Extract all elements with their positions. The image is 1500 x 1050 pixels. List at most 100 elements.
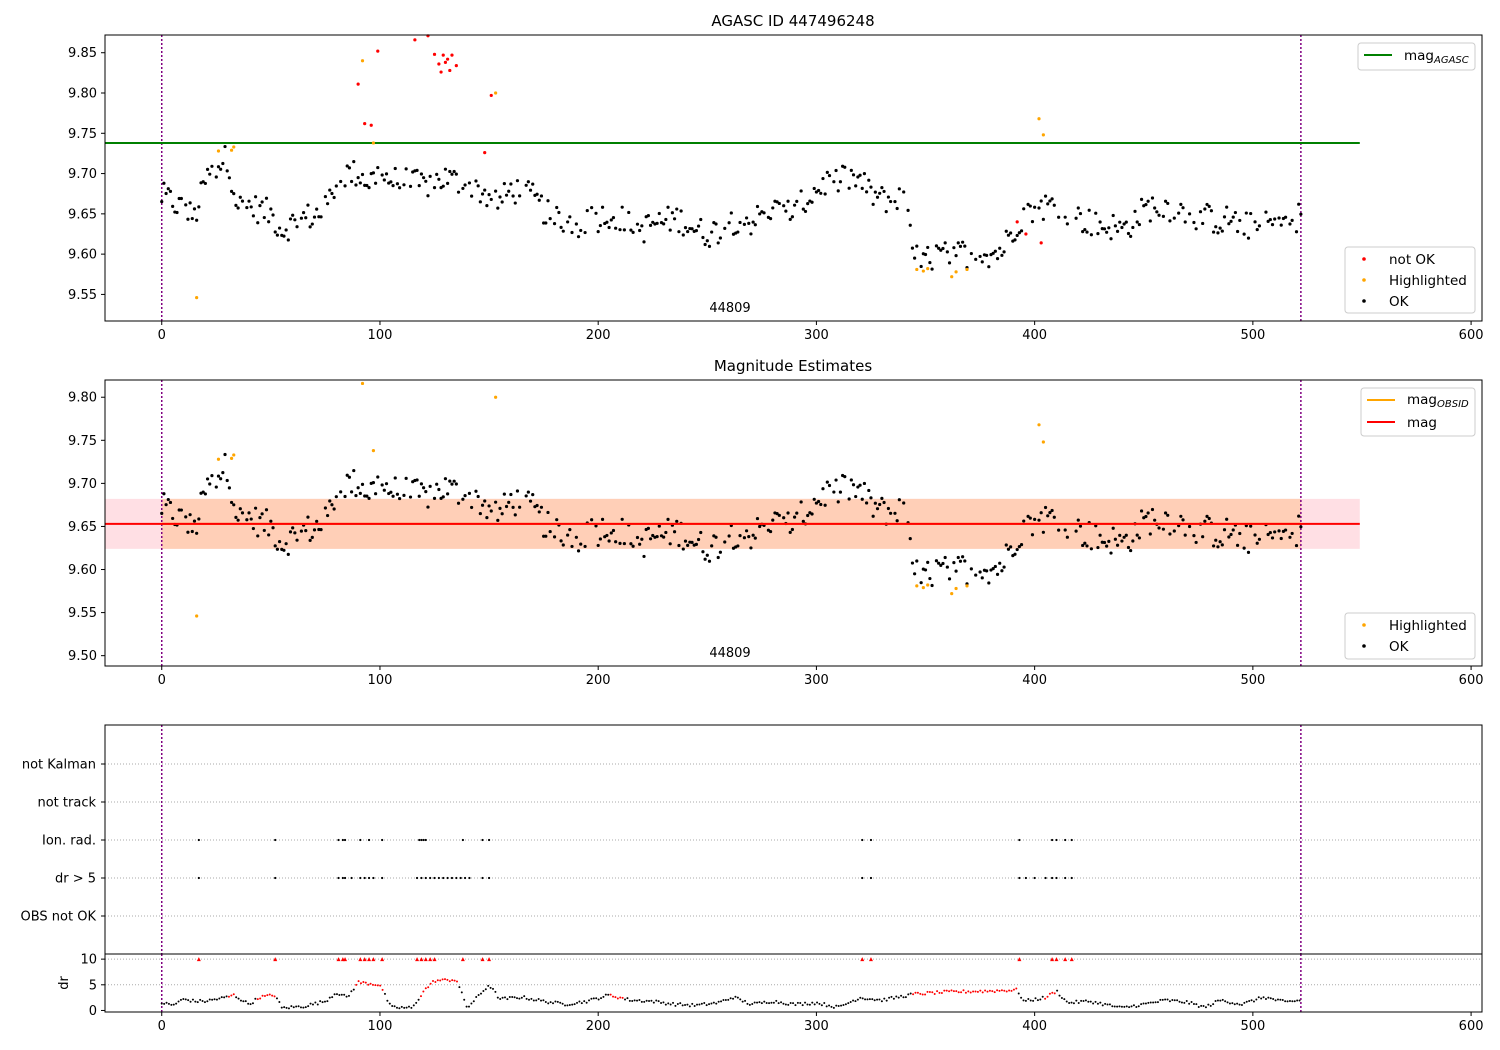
dr-point bbox=[381, 988, 384, 991]
ok-point bbox=[365, 494, 369, 498]
ok-point bbox=[1046, 514, 1050, 518]
ok-point bbox=[349, 490, 354, 494]
ok-point bbox=[1297, 514, 1301, 518]
dr-point bbox=[866, 998, 869, 1001]
dr-point bbox=[501, 996, 504, 999]
ok-point bbox=[1205, 514, 1209, 518]
ok-point bbox=[701, 550, 705, 554]
ok-point bbox=[208, 482, 212, 486]
ok-point bbox=[360, 172, 365, 177]
ok-point bbox=[657, 211, 661, 216]
ok-point bbox=[192, 207, 197, 211]
ok-point bbox=[288, 217, 293, 221]
ok-point bbox=[902, 190, 906, 194]
ok-point bbox=[452, 479, 456, 483]
ok-point bbox=[1198, 210, 1203, 214]
ok-point bbox=[963, 559, 967, 563]
dr-point bbox=[1188, 1002, 1191, 1005]
ok-point bbox=[526, 490, 530, 494]
dr-point bbox=[280, 1006, 283, 1009]
ok-point bbox=[768, 529, 773, 534]
dr-point bbox=[340, 993, 343, 996]
dr-point bbox=[914, 991, 917, 994]
dr-point bbox=[650, 999, 653, 1002]
dr-point bbox=[1056, 989, 1059, 992]
dr-point bbox=[614, 996, 617, 999]
highlighted-point bbox=[915, 267, 919, 272]
dr-point bbox=[1063, 998, 1066, 1001]
ok-point bbox=[742, 222, 746, 226]
ok-point bbox=[1048, 511, 1052, 515]
dr-point bbox=[957, 991, 960, 994]
dr-point bbox=[652, 1001, 655, 1004]
ok-point bbox=[1177, 524, 1181, 528]
flag-point bbox=[1055, 838, 1058, 842]
ok-point bbox=[782, 204, 786, 208]
flag-point bbox=[337, 876, 340, 880]
ok-point bbox=[1168, 219, 1172, 223]
ok-point bbox=[1257, 224, 1262, 228]
ok-point bbox=[561, 229, 565, 233]
ok-point bbox=[618, 228, 622, 232]
ok-point bbox=[299, 529, 304, 533]
ok-point bbox=[524, 494, 528, 498]
ok-point bbox=[559, 225, 563, 229]
flag-point bbox=[343, 876, 347, 880]
ok-point bbox=[160, 511, 164, 515]
flag-point bbox=[463, 876, 467, 880]
ok-point bbox=[208, 172, 212, 176]
ok-point bbox=[985, 253, 989, 258]
ok-point bbox=[860, 497, 864, 501]
ok-point bbox=[707, 244, 712, 249]
dr-point bbox=[804, 1001, 807, 1004]
ok-point bbox=[221, 470, 225, 475]
ok-point bbox=[258, 516, 262, 520]
flag-point bbox=[341, 876, 344, 880]
ok-point bbox=[777, 201, 781, 206]
ok-point bbox=[998, 246, 1002, 250]
ok-point bbox=[934, 559, 939, 563]
ok-point bbox=[168, 189, 173, 194]
ok-point bbox=[1139, 197, 1144, 201]
ok-point bbox=[474, 489, 478, 493]
dr-point bbox=[525, 997, 528, 1000]
ok-point bbox=[803, 209, 808, 214]
ok-point bbox=[367, 496, 371, 500]
ok-point bbox=[958, 559, 963, 563]
dr-point bbox=[1027, 997, 1030, 1000]
dr-point bbox=[626, 997, 629, 1000]
ok-point bbox=[1118, 533, 1122, 537]
highlighted-point bbox=[195, 614, 199, 618]
ok-point bbox=[480, 503, 485, 507]
ok-point bbox=[939, 248, 943, 252]
highlighted-point bbox=[926, 267, 930, 271]
ok-point bbox=[1002, 565, 1006, 569]
ok-point bbox=[646, 214, 650, 218]
dr-point bbox=[561, 1002, 564, 1005]
ok-point bbox=[993, 249, 997, 253]
ok-point bbox=[275, 233, 279, 237]
ok-point bbox=[1083, 541, 1087, 545]
ok-point bbox=[330, 503, 334, 507]
dr-point bbox=[1022, 999, 1025, 1002]
highlighted-point bbox=[216, 149, 221, 153]
ok-point bbox=[417, 184, 421, 188]
ok-point bbox=[576, 235, 581, 239]
ok-point bbox=[555, 205, 559, 210]
flag-point bbox=[1064, 838, 1067, 842]
ok-point bbox=[627, 210, 631, 215]
dr-flag-marker bbox=[367, 957, 372, 962]
ok-point bbox=[1279, 536, 1283, 541]
ok-point bbox=[832, 180, 836, 184]
dr-point bbox=[299, 1006, 302, 1009]
ok-point bbox=[190, 529, 194, 534]
dr-point bbox=[1298, 999, 1301, 1002]
dr-point bbox=[681, 1004, 684, 1007]
ok-point bbox=[1246, 550, 1251, 554]
ok-point bbox=[677, 230, 681, 234]
ok-point bbox=[614, 540, 618, 544]
ok-point bbox=[1270, 536, 1275, 540]
dr-point bbox=[1286, 1000, 1289, 1003]
legend-mag-agasc-sub: AGASC bbox=[1433, 55, 1469, 66]
dr-point bbox=[528, 998, 531, 1001]
